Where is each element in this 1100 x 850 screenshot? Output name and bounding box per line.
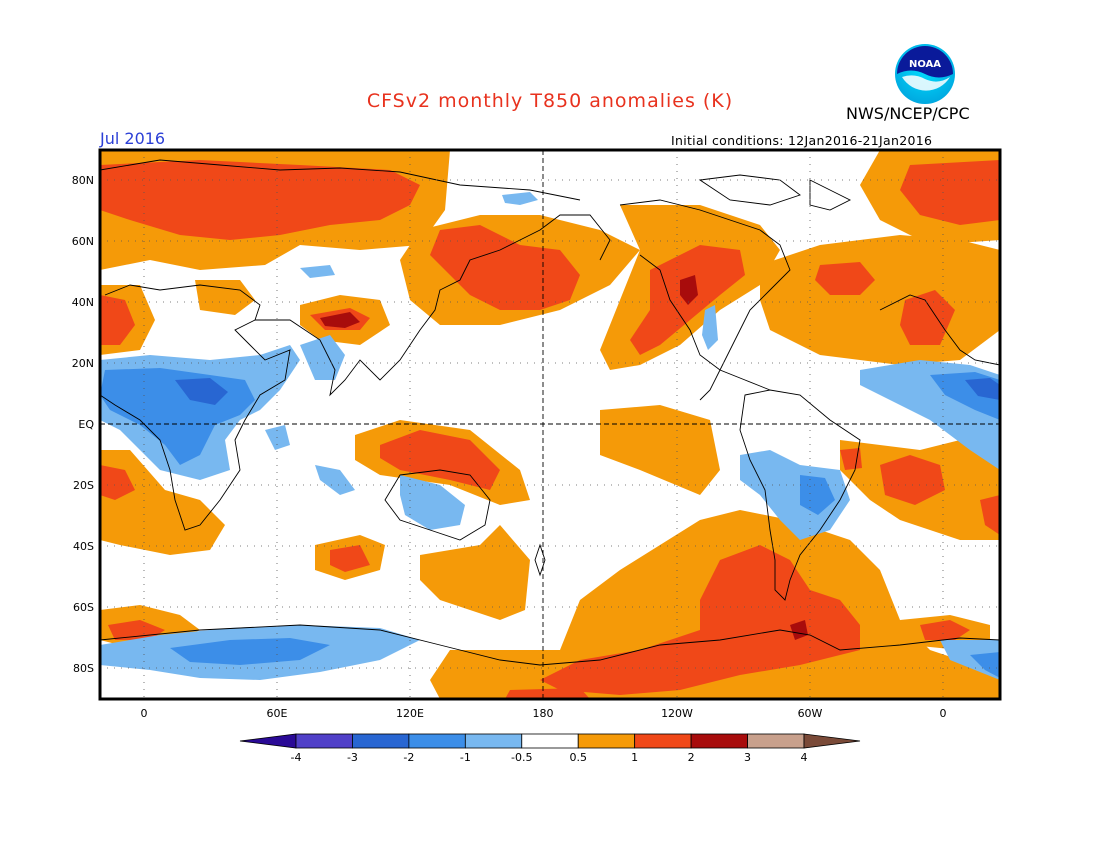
noaa-logo-icon: NOAA [894, 43, 956, 105]
lat-label: 60S [73, 601, 94, 614]
colorbar-segment [803, 733, 861, 749]
colorbar-label: 2 [688, 751, 695, 764]
colorbar-segment [634, 733, 692, 749]
grid-lines [100, 150, 1000, 699]
longitude-labels: 0 60E 120E 180 120W 60W 0 [141, 707, 947, 720]
lat-label: 40N [72, 296, 94, 309]
colorbar-label: -1 [460, 751, 471, 764]
lat-label: 80N [72, 174, 94, 187]
lat-label: 40S [73, 540, 94, 553]
reference-lines [100, 150, 1000, 699]
colorbar-segment [577, 733, 636, 749]
colorbar-segment [521, 733, 579, 749]
lon-label: 60W [798, 707, 823, 720]
logo-text: NOAA [909, 59, 941, 70]
lat-label: 20N [72, 357, 94, 370]
colorbar-labels: -4 -3 -2 -1 -0.5 0.5 1 2 3 4 [291, 751, 808, 764]
coastlines [100, 159, 1000, 666]
lat-label: 60N [72, 235, 94, 248]
colorbar-label: -3 [347, 751, 358, 764]
lon-label: 180 [533, 707, 554, 720]
initial-conditions: Initial conditions: 12Jan2016-21Jan2016 [671, 133, 933, 148]
agency-label: NWS/NCEP/CPC [846, 104, 970, 123]
colorbar-label: 4 [801, 751, 808, 764]
chart-title: CFSv2 monthly T850 anomalies (K) [366, 90, 734, 112]
colorbar-label: -2 [403, 751, 414, 764]
lat-label: 80S [73, 662, 94, 675]
lat-label: 20S [73, 479, 94, 492]
colorbar-label: 1 [631, 751, 638, 764]
colorbar-label: -0.5 [511, 751, 532, 764]
colorbar-segment [747, 733, 805, 749]
lon-label: 0 [141, 707, 148, 720]
lon-label: 120E [396, 707, 424, 720]
strongest-warm-regions [320, 275, 808, 640]
colorbar-segment [352, 733, 410, 749]
lon-label: 120W [661, 707, 693, 720]
colorbar-segment [408, 733, 466, 749]
colorbar-label: -4 [291, 751, 302, 764]
anomaly-fields [100, 150, 1000, 699]
colorbar-segment [690, 733, 748, 749]
colorbar-label: 0.5 [569, 751, 587, 764]
colorbar-segment [295, 733, 353, 749]
colorbar [239, 733, 861, 749]
colorbar-label: 3 [744, 751, 751, 764]
lon-label: 60E [267, 707, 288, 720]
colorbar-segment [239, 733, 297, 749]
latitude-labels: 80N 60N 40N 20N EQ 20S 40S 60S 80S [72, 174, 95, 675]
map-frame [98, 148, 1002, 701]
lat-label: EQ [78, 418, 94, 431]
lon-label: 0 [940, 707, 947, 720]
colorbar-segment [464, 733, 523, 749]
forecast-month: Jul 2016 [100, 129, 166, 148]
strongest-cool-regions [175, 378, 1000, 405]
